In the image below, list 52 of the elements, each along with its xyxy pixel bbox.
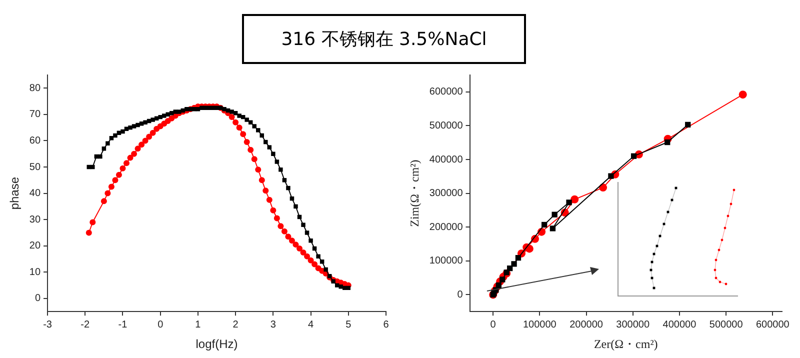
x-tick-label: 300000 bbox=[616, 319, 650, 330]
point bbox=[664, 139, 670, 146]
x-tick-label: 6 bbox=[383, 319, 390, 330]
y-tick-label: 0 bbox=[457, 289, 464, 300]
x-tick-label: 0 bbox=[158, 319, 164, 330]
point bbox=[550, 226, 556, 232]
y-tick-label: 400000 bbox=[429, 154, 464, 166]
y-tick-label: 500000 bbox=[429, 120, 464, 132]
y-tick-label: 100000 bbox=[429, 256, 464, 267]
x-tick-label: 0 bbox=[490, 319, 496, 330]
point bbox=[630, 153, 637, 159]
y-tick-label: 60 bbox=[29, 135, 41, 146]
y-tick-label: 30 bbox=[29, 214, 41, 226]
x-tick-label: 200000 bbox=[570, 319, 604, 330]
point bbox=[608, 173, 614, 179]
point bbox=[511, 261, 517, 267]
x-tick-label: 2 bbox=[232, 319, 239, 330]
x-tick-label: 100000 bbox=[522, 319, 557, 330]
point bbox=[599, 184, 608, 192]
y-tick-label: 20 bbox=[29, 240, 41, 252]
y-tick-label: 50 bbox=[29, 162, 41, 173]
x-tick-label: -2 bbox=[80, 319, 90, 330]
x-tick-label: -3 bbox=[43, 319, 52, 330]
y-tick-label: 80 bbox=[29, 82, 41, 94]
point bbox=[685, 122, 691, 128]
x-tick-label: 1 bbox=[195, 319, 202, 330]
x-axis-title: Zer(Ω・cm²) bbox=[594, 336, 658, 351]
point bbox=[515, 255, 522, 261]
y-axis-title: phase bbox=[8, 176, 22, 210]
point bbox=[738, 90, 747, 99]
chart-title: 316 不锈钢在 3.5%NaCl bbox=[242, 14, 526, 64]
x-tick-label: 500000 bbox=[709, 319, 744, 330]
y-axis-title: Zim(Ω・cm²) bbox=[407, 160, 422, 227]
point bbox=[500, 276, 506, 282]
y-tick-label: 600000 bbox=[429, 86, 464, 98]
x-tick-label: 4 bbox=[308, 319, 314, 330]
y-tick-label: 300000 bbox=[429, 188, 464, 200]
y-tick-label: 70 bbox=[29, 109, 41, 120]
y-tick-label: 200000 bbox=[429, 222, 464, 233]
point bbox=[542, 222, 548, 228]
x-tick-label: 400000 bbox=[662, 319, 697, 330]
x-tick-label: 3 bbox=[270, 319, 276, 330]
x-tick-label: -1 bbox=[118, 319, 128, 330]
y-tick-label: 40 bbox=[29, 188, 41, 200]
y-tick-label: 10 bbox=[29, 266, 41, 278]
point bbox=[566, 200, 572, 206]
y-tick-label: 0 bbox=[34, 293, 41, 304]
x-axis-title: logf(Hz) bbox=[196, 337, 238, 352]
x-tick-label: 5 bbox=[346, 319, 352, 330]
point bbox=[552, 212, 558, 218]
point bbox=[570, 195, 579, 204]
x-tick-label: 600000 bbox=[756, 319, 790, 330]
